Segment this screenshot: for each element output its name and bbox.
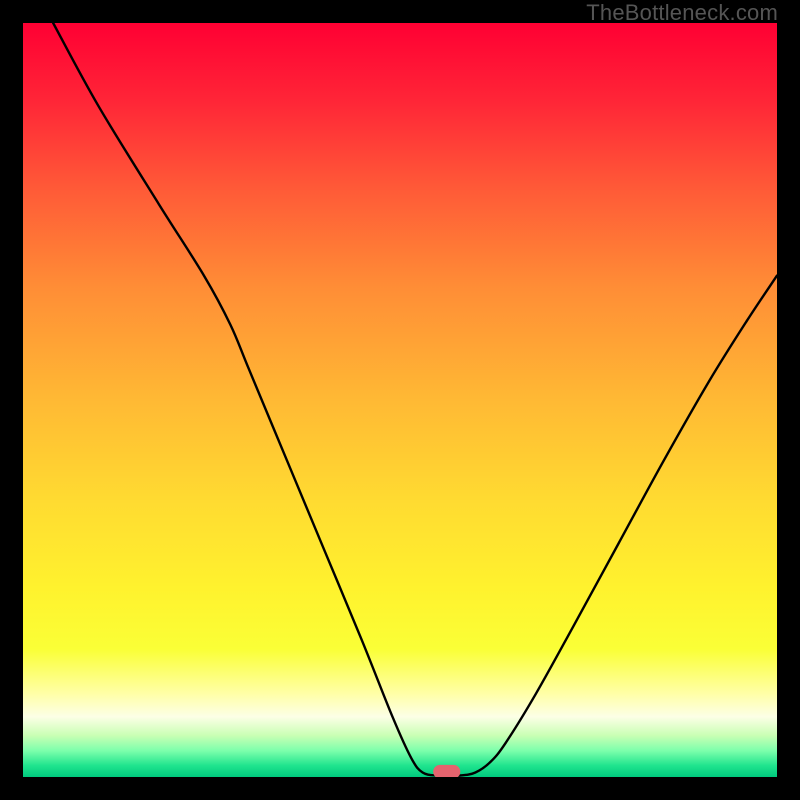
- gradient-background: [23, 23, 777, 777]
- watermark-text: TheBottleneck.com: [586, 0, 778, 26]
- optimum-marker: [433, 765, 460, 777]
- plot-svg: [23, 23, 777, 777]
- chart-container: TheBottleneck.com: [0, 0, 800, 800]
